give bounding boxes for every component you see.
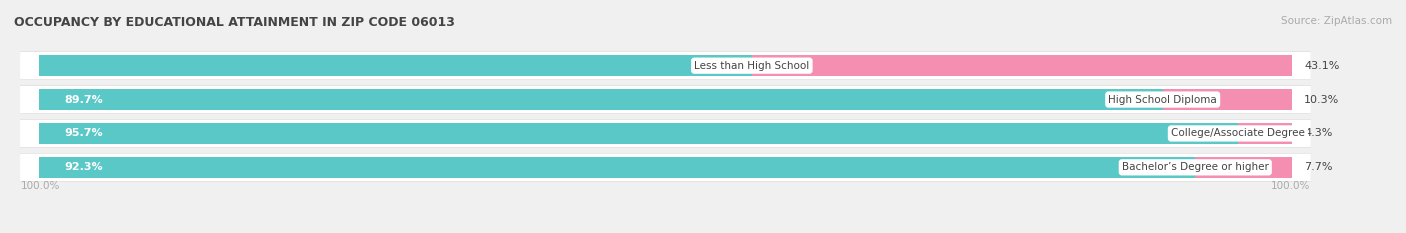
Text: 10.3%: 10.3% (1305, 95, 1340, 105)
Text: Bachelor’s Degree or higher: Bachelor’s Degree or higher (1122, 162, 1268, 172)
Text: 92.3%: 92.3% (65, 162, 103, 172)
Text: 4.3%: 4.3% (1305, 128, 1333, 138)
FancyBboxPatch shape (20, 86, 1310, 113)
Bar (39, 55, 752, 76)
FancyBboxPatch shape (20, 153, 1310, 182)
Text: 100.0%: 100.0% (20, 181, 59, 191)
FancyBboxPatch shape (20, 120, 1310, 147)
FancyBboxPatch shape (20, 154, 1310, 181)
Text: High School Diploma: High School Diploma (1108, 95, 1218, 105)
FancyBboxPatch shape (20, 52, 1310, 79)
FancyBboxPatch shape (20, 51, 1310, 80)
Bar (1163, 89, 1292, 110)
Text: College/Associate Degree: College/Associate Degree (1171, 128, 1305, 138)
Text: OCCUPANCY BY EDUCATIONAL ATTAINMENT IN ZIP CODE 06013: OCCUPANCY BY EDUCATIONAL ATTAINMENT IN Z… (14, 16, 456, 29)
Bar (39, 157, 1195, 178)
Text: 89.7%: 89.7% (65, 95, 103, 105)
Text: 56.9%: 56.9% (692, 61, 727, 71)
Text: Less than High School: Less than High School (695, 61, 810, 71)
Bar (752, 55, 1292, 76)
FancyBboxPatch shape (20, 119, 1310, 148)
Text: 7.7%: 7.7% (1305, 162, 1333, 172)
Text: Source: ZipAtlas.com: Source: ZipAtlas.com (1281, 16, 1392, 26)
Bar (39, 89, 1163, 110)
Text: 100.0%: 100.0% (1271, 181, 1310, 191)
FancyBboxPatch shape (20, 85, 1310, 114)
Bar (39, 123, 1237, 144)
Bar (1237, 123, 1292, 144)
Bar (1195, 157, 1292, 178)
Text: 95.7%: 95.7% (65, 128, 103, 138)
Text: 43.1%: 43.1% (1305, 61, 1340, 71)
